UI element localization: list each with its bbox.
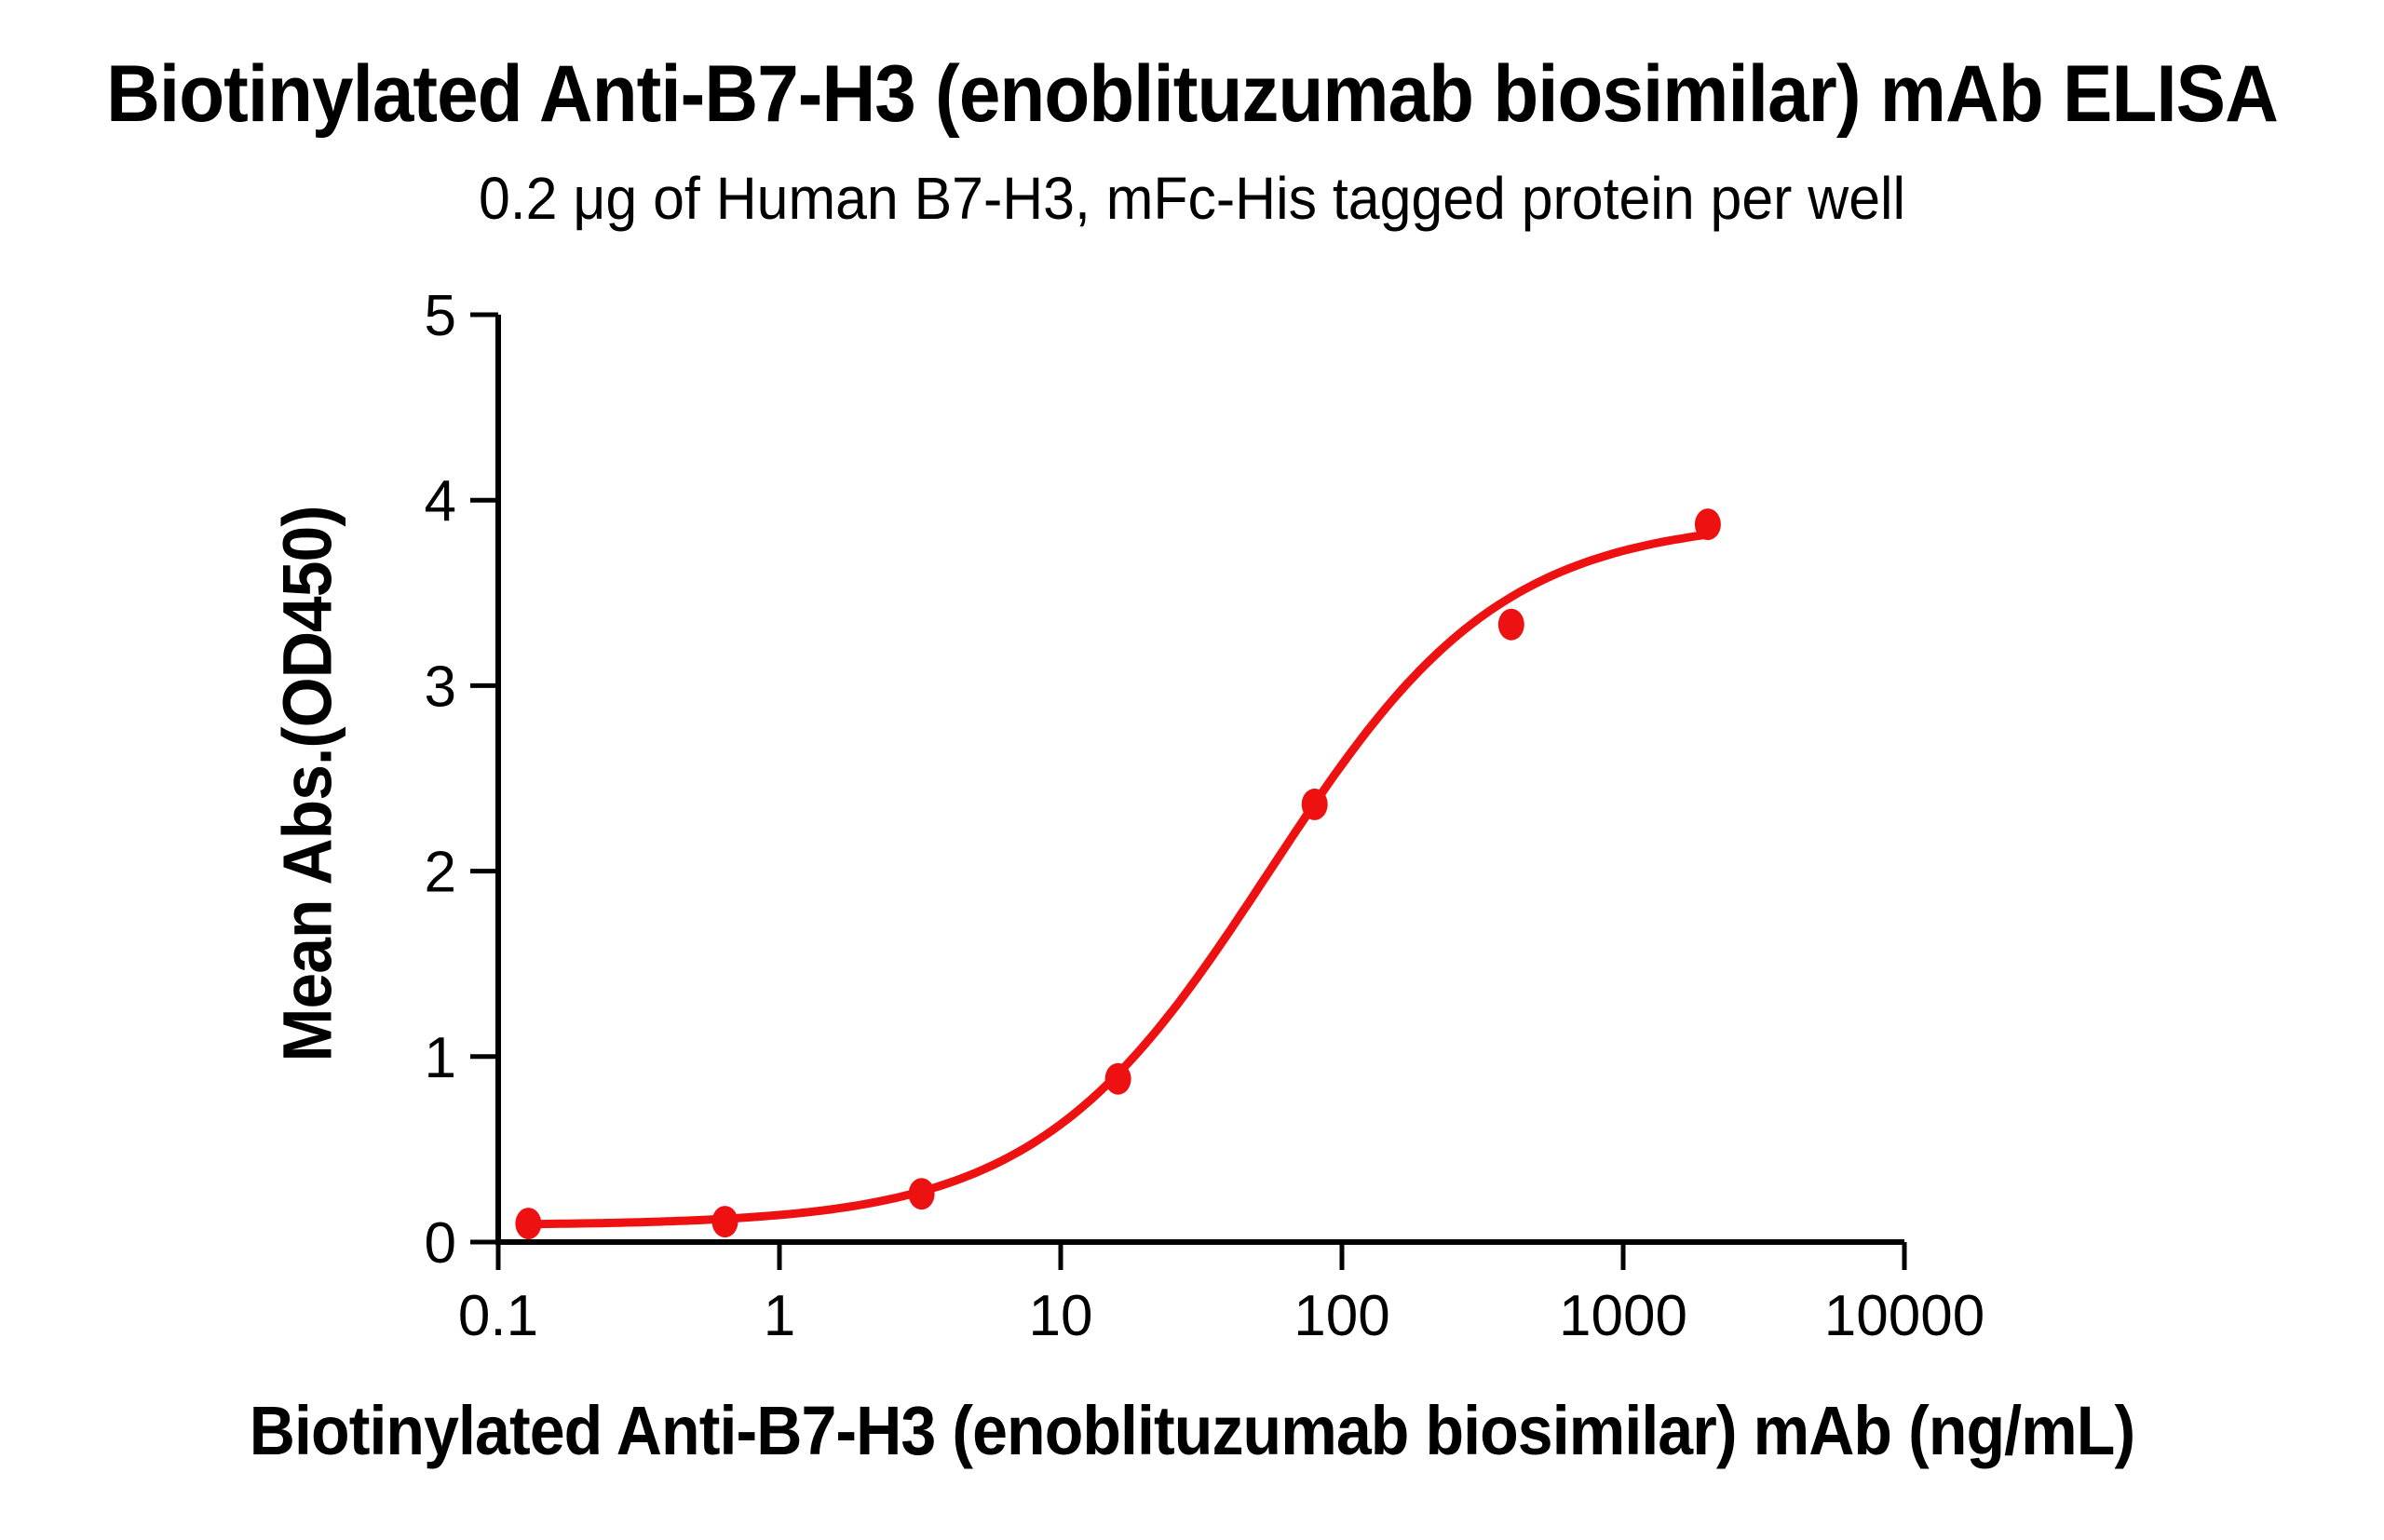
y-axis: 0 1 2 3 4 5 — [425, 284, 501, 1276]
y-tick-label: 4 — [425, 469, 456, 534]
data-point — [711, 1206, 738, 1238]
y-tick-label: 3 — [425, 655, 456, 719]
y-tick-label: 1 — [425, 1026, 456, 1090]
chart-subtitle: 0.2 μg of Human B7-H3, mFc-His tagged pr… — [478, 165, 1906, 232]
y-tick-label: 5 — [425, 284, 456, 348]
x-tick-label: 100 — [1294, 1284, 1389, 1348]
y-tick-label: 2 — [425, 841, 456, 905]
data-point — [1104, 1062, 1131, 1095]
x-axis-title: Biotinylated Anti-B7-H3 (enoblituzumab b… — [249, 1392, 2135, 1469]
data-point — [1301, 788, 1328, 820]
x-tick-label: 1 — [764, 1284, 795, 1348]
x-tick-label: 10000 — [1824, 1284, 1984, 1348]
x-axis: 0.1 1 10 100 1000 10000 — [458, 1239, 1984, 1348]
x-tick-label: 10 — [1029, 1284, 1093, 1348]
chart-title: Biotinylated Anti-B7-H3 (enoblituzumab b… — [106, 49, 2279, 139]
x-tick-label: 0.1 — [458, 1284, 538, 1348]
y-tick-label: 0 — [425, 1211, 456, 1276]
data-points — [515, 508, 1721, 1240]
fit-curve — [523, 530, 1713, 1229]
data-point — [908, 1178, 935, 1210]
x-tick-label: 1000 — [1559, 1284, 1687, 1348]
data-point — [1497, 608, 1524, 641]
data-point — [1694, 508, 1721, 541]
data-point — [515, 1208, 542, 1240]
